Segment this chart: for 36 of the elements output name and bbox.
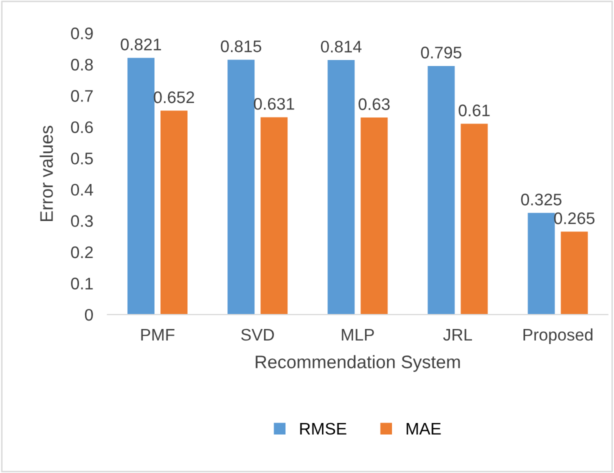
bar	[560, 232, 588, 315]
data-label: 0.815	[220, 40, 262, 52]
legend-label: RMSE	[300, 422, 346, 435]
x-tick-label: JRL	[443, 329, 472, 341]
x-tick-label: PMF	[141, 329, 174, 341]
y-tick-label: 0.5	[71, 152, 93, 164]
data-label: 0.795	[421, 46, 462, 58]
bar	[160, 110, 188, 315]
data-label: 0.63	[358, 98, 390, 110]
bar	[528, 212, 555, 315]
y-tick-label: 0.8	[71, 58, 93, 71]
y-tick-label: 0.2	[71, 246, 93, 258]
bar	[228, 60, 255, 315]
bar	[360, 118, 388, 315]
data-label: 0.325	[521, 194, 562, 206]
bar	[460, 124, 488, 315]
y-tick-label: 0	[84, 308, 93, 321]
legend-label: MAE	[406, 423, 441, 434]
x-tick-label: SVD	[241, 328, 274, 341]
y-tick-label: 0.6	[71, 121, 93, 134]
bar	[428, 66, 455, 315]
x-axis-title: Recommendation System	[256, 355, 460, 372]
y-axis-title: Error values	[40, 126, 53, 222]
y-tick-label: 0.3	[71, 215, 93, 227]
bar	[260, 117, 288, 315]
y-tick-label: 0.1	[71, 278, 93, 290]
data-label: 0.61	[458, 104, 490, 116]
y-tick-label: 0.4	[71, 184, 94, 196]
y-tick-label: 0.7	[71, 90, 93, 102]
data-label: 0.814	[320, 40, 362, 53]
data-label: 0.821	[120, 38, 162, 50]
x-tick-label: Proposed	[524, 328, 592, 344]
x-tick-label: MLP	[342, 329, 374, 341]
bar	[127, 58, 154, 315]
bar	[328, 60, 355, 315]
y-tick-label: 0.9	[71, 28, 93, 40]
